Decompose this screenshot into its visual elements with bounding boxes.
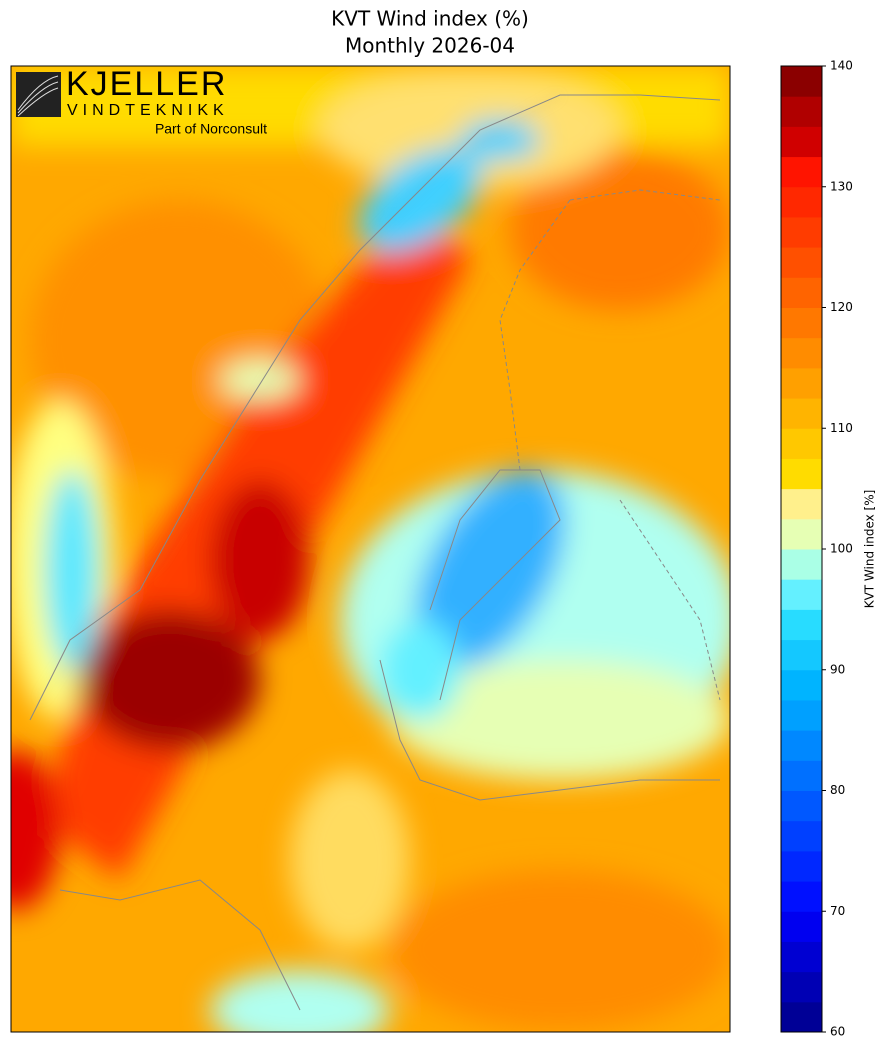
colorbar: 60 70 80 90 100 110 120 130 140 <box>780 59 853 1039</box>
colorbar-tick-label: 80 <box>830 783 845 797</box>
chart-title: KVT Wind index (%) <box>331 7 529 31</box>
colorbar-band <box>781 911 822 942</box>
colorbar-band <box>781 96 822 127</box>
colorbar-band <box>781 367 822 399</box>
map-frame <box>10 65 731 1033</box>
colorbar-band <box>781 699 822 731</box>
colorbar-band <box>781 488 822 520</box>
colorbar-band <box>781 881 822 912</box>
colorbar-band <box>781 669 822 701</box>
colorbar-band <box>781 428 822 459</box>
colorbar-band <box>781 398 822 429</box>
colorbar-band <box>781 337 822 369</box>
logo-parent: Part of Norconsult <box>155 121 267 137</box>
colorbar-tick-label: 100 <box>830 542 853 556</box>
colorbar-band <box>781 66 822 97</box>
colorbar-band <box>781 971 822 1003</box>
colorbar-band <box>781 760 822 791</box>
logo-tagline: VINDTEKNIKK <box>67 102 229 119</box>
map-field <box>11 66 730 1032</box>
colorbar-tick-label: 140 <box>830 59 853 73</box>
colorbar-tick-label: 130 <box>830 179 853 193</box>
colorbar-tick-label: 110 <box>830 421 853 435</box>
colorbar-tick-label: 120 <box>830 300 853 314</box>
colorbar-tick-label: 70 <box>830 904 845 918</box>
colorbar-band <box>781 579 822 610</box>
colorbar-band <box>781 307 822 339</box>
colorbar-band <box>781 1001 822 1033</box>
colorbar-band <box>781 609 822 641</box>
colorbar-band <box>781 247 822 278</box>
colorbar-band <box>781 216 822 248</box>
colorbar-label: KVT Wind index [%] <box>863 490 877 609</box>
colorbar-band <box>781 850 822 882</box>
colorbar-tick-label: 60 <box>830 1025 845 1039</box>
colorbar-band <box>781 458 822 490</box>
colorbar-band <box>781 820 822 852</box>
colorbar-band <box>781 639 822 671</box>
colorbar-band <box>781 277 822 308</box>
colorbar-band <box>781 186 822 218</box>
colorbar-band <box>781 518 822 550</box>
logo: KJELLER VINDTEKNIKK Part of Norconsult <box>16 65 267 137</box>
colorbar-band <box>781 549 822 580</box>
colorbar-band <box>781 941 822 973</box>
colorbar-band <box>781 126 822 158</box>
colorbar-band <box>781 790 822 822</box>
colorbar-tick-label: 90 <box>830 662 845 676</box>
chart-subtitle: Monthly 2026-04 <box>345 34 515 58</box>
colorbar-band <box>781 156 822 188</box>
logo-name: KJELLER <box>66 65 227 103</box>
colorbar-band <box>781 730 822 761</box>
